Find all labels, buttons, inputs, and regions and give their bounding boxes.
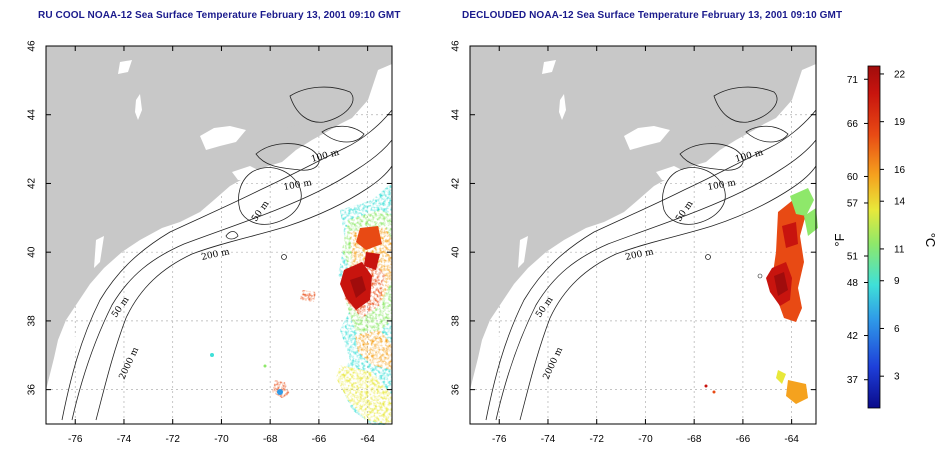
right-bathymetry-contours	[485, 86, 817, 421]
lat-tick-label: 44	[27, 109, 38, 121]
colorbar-ticks: 3 6 9 11 14 16 19 22 37 42 48 51 57 60 66 71	[847, 69, 906, 386]
fahrenheit-tick-label: 42	[847, 331, 859, 342]
lat-tick-label: 36	[27, 384, 38, 396]
right-sst-field	[704, 188, 818, 404]
right-lakes	[492, 60, 686, 372]
left-axis-ticks: -76 -74 -72 -70 -68 -66 -64 36 38 40 42 44 46	[27, 40, 392, 445]
right-station-marker	[705, 254, 711, 260]
celsius-tick-label: 3	[894, 372, 900, 383]
lat-tick-label: 42	[451, 177, 462, 189]
contour-label: 50 m	[534, 295, 556, 320]
celsius-tick-label: 11	[894, 244, 905, 255]
right-grid	[470, 45, 816, 424]
lat-tick-label: 38	[451, 315, 462, 327]
left-lakes	[68, 60, 262, 372]
left-sst-field	[272, 182, 392, 425]
lat-tick-label: 38	[27, 315, 38, 327]
colorbar: 3 6 9 11 14 16 19 22 37 42 48 51 57 60 66 71 °F °C	[832, 65, 938, 409]
celsius-tick-label: 16	[894, 165, 906, 176]
right-map-panel: 100 m 100 m 50 m 200 m 50 m 2000 m -76 -7…	[451, 40, 818, 445]
left-sst-core	[210, 226, 382, 395]
contour-label: 2000 m	[542, 346, 566, 382]
left-panel-title: RU COOL NOAA-12 Sea Surface Temperature …	[38, 10, 401, 21]
lat-tick-label: 40	[451, 246, 462, 258]
celsius-tick-label: 14	[894, 197, 906, 208]
contour-label: 100 m	[734, 148, 765, 165]
contour-label: 100 m	[707, 178, 737, 193]
celsius-unit-label: °C	[923, 233, 938, 248]
lon-tick-label: -68	[687, 434, 702, 445]
lon-tick-label: -66	[736, 434, 751, 445]
lon-tick-label: -64	[784, 434, 799, 445]
lon-tick-label: -72	[165, 434, 180, 445]
right-landmass	[470, 46, 816, 390]
lon-tick-label: -74	[541, 434, 556, 445]
contour-label: 50 m	[674, 199, 696, 224]
contour-label: 100 m	[283, 178, 313, 193]
lat-tick-label: 42	[27, 177, 38, 189]
fahrenheit-tick-label: 37	[847, 375, 859, 386]
contour-label: 2000 m	[118, 346, 142, 382]
colorbar-gradient	[867, 65, 881, 409]
right-axis-ticks: -76 -74 -72 -70 -68 -66 -64 36 38 40 42 44 46	[451, 40, 816, 445]
lat-tick-label: 46	[451, 40, 462, 52]
lat-tick-label: 36	[451, 384, 462, 396]
lon-tick-label: -76	[68, 434, 83, 445]
contour-label: 50 m	[250, 199, 272, 224]
celsius-tick-label: 9	[894, 276, 900, 287]
left-map-panel: 100 m 100 m 50 m 200 m 50 m 2000 m -76 -7…	[27, 40, 393, 445]
lon-tick-label: -70	[214, 434, 229, 445]
lon-tick-label: -70	[638, 434, 653, 445]
lat-tick-label: 46	[27, 40, 38, 52]
fahrenheit-tick-label: 66	[847, 119, 859, 130]
lat-tick-label: 44	[451, 109, 462, 121]
left-station-marker	[281, 254, 287, 260]
lon-tick-label: -66	[312, 434, 327, 445]
lon-tick-label: -68	[263, 434, 278, 445]
celsius-tick-label: 6	[894, 324, 900, 335]
fahrenheit-unit-label: °F	[832, 233, 847, 246]
celsius-tick-label: 19	[894, 117, 906, 128]
right-panel-title: DECLOUDED NOAA-12 Sea Surface Temperatur…	[462, 10, 843, 21]
lon-tick-label: -76	[492, 434, 507, 445]
left-landmass	[46, 46, 392, 390]
contour-label: 50 m	[110, 295, 132, 320]
fahrenheit-tick-label: 57	[847, 198, 859, 209]
contour-label: 100 m	[310, 148, 341, 165]
lon-tick-label: -64	[360, 434, 375, 445]
right-map-frame	[469, 45, 817, 425]
fahrenheit-tick-label: 71	[847, 75, 859, 86]
fahrenheit-tick-label: 51	[847, 252, 859, 263]
lon-tick-label: -72	[589, 434, 604, 445]
fahrenheit-tick-label: 48	[847, 278, 859, 289]
fahrenheit-tick-label: 60	[847, 172, 859, 183]
left-map-frame	[45, 45, 393, 425]
lat-tick-label: 40	[27, 246, 38, 258]
celsius-tick-label: 22	[894, 69, 906, 80]
lon-tick-label: -74	[117, 434, 132, 445]
left-bathymetry-contours	[61, 86, 393, 421]
